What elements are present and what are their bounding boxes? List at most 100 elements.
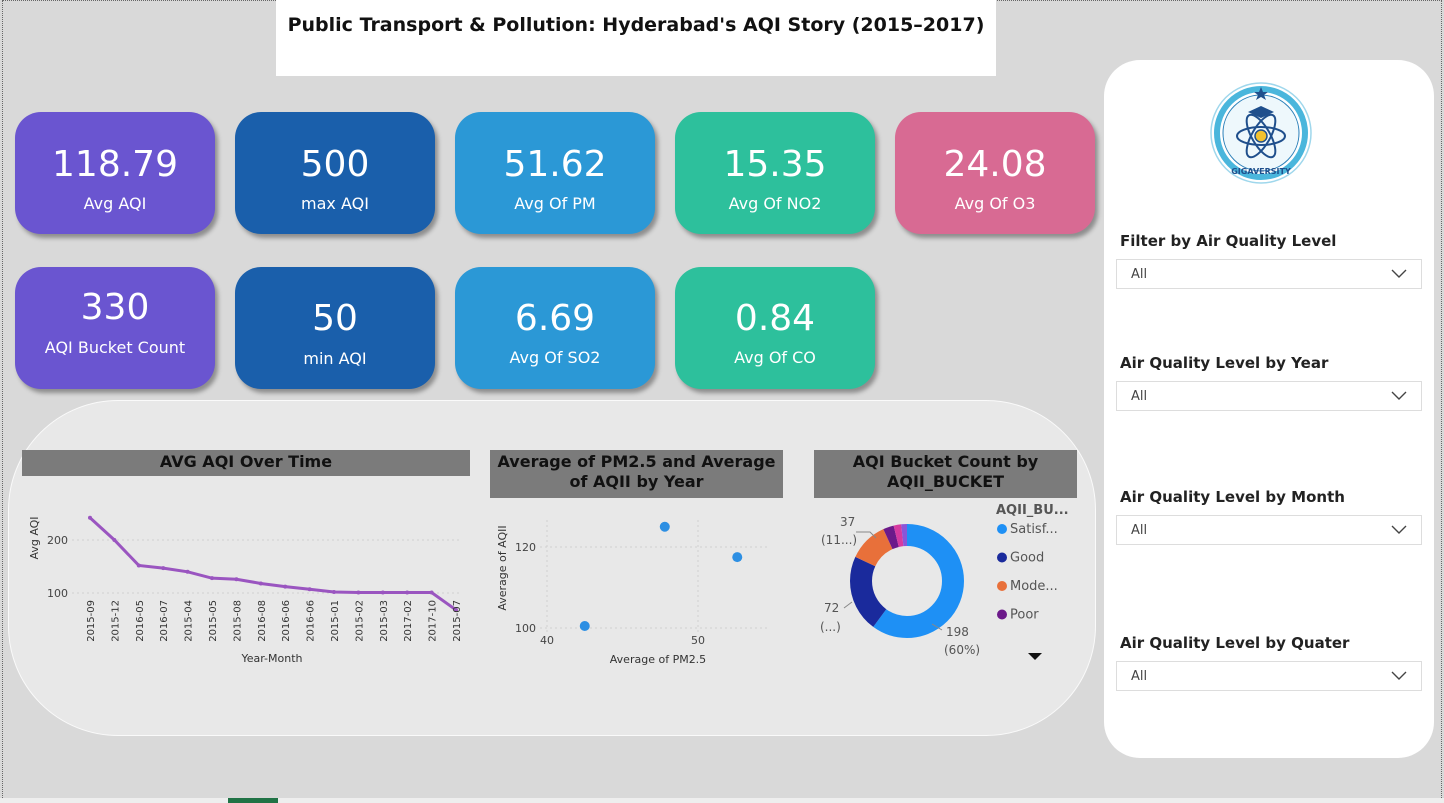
line-point[interactable] bbox=[356, 590, 361, 595]
line-point[interactable] bbox=[161, 566, 166, 571]
line-point[interactable] bbox=[454, 607, 458, 612]
line-xtick-label: 2017-10 bbox=[428, 600, 439, 642]
line-point[interactable] bbox=[405, 590, 410, 595]
line-xtick-label: 2016-06 bbox=[281, 600, 292, 642]
dropdown-air-quality-level[interactable]: All bbox=[1116, 259, 1422, 289]
donut-leader-198 bbox=[931, 623, 943, 631]
kpi-label: Avg Of PM bbox=[514, 194, 596, 213]
donut-legend-marker bbox=[997, 524, 1007, 534]
line-series-avg-aqi[interactable] bbox=[88, 516, 457, 612]
line-point[interactable] bbox=[88, 515, 92, 520]
scatter-chart-title: Average of PM2.5 and Average of AQII by … bbox=[490, 450, 783, 498]
kpi-card-max-aqi[interactable]: 500 max AQI bbox=[235, 112, 435, 234]
kpi-card-avg-pm[interactable]: 51.62 Avg Of PM bbox=[455, 112, 655, 234]
kpi-card-aqi-bucket-count[interactable]: 330 AQI Bucket Count bbox=[15, 267, 215, 389]
line-point[interactable] bbox=[136, 563, 141, 568]
line-point[interactable] bbox=[380, 590, 385, 595]
donut-label-72-pct: (...) bbox=[820, 620, 841, 634]
page-title: Public Transport & Pollution: Hyderabad'… bbox=[287, 14, 985, 36]
filter-label-air-quality-level: Filter by Air Quality Level bbox=[1120, 232, 1337, 250]
donut-legend-marker bbox=[997, 552, 1007, 563]
kpi-value: 15.35 bbox=[723, 144, 827, 185]
scatter-point[interactable] bbox=[732, 552, 743, 563]
donut-chart[interactable]: AQII_BU... Satisf... Good Mode... Poor 37 (… bbox=[810, 498, 1080, 678]
donut-slice[interactable] bbox=[850, 524, 964, 638]
chevron-down-icon bbox=[1391, 391, 1407, 400]
filter-label-by-quarter: Air Quality Level by Quater bbox=[1120, 634, 1350, 652]
donut-legend-item[interactable]: Mode... bbox=[1010, 579, 1058, 594]
dropdown-value: All bbox=[1131, 267, 1148, 282]
donut-slice[interactable] bbox=[850, 524, 964, 638]
kpi-card-min-aqi[interactable]: 50 min AQI bbox=[235, 267, 435, 389]
kpi-value: 118.79 bbox=[52, 144, 178, 185]
line-point[interactable] bbox=[185, 569, 190, 574]
kpi-label: Avg Of O3 bbox=[954, 194, 1036, 213]
kpi-card-avg-co[interactable]: 0.84 Avg Of CO bbox=[675, 267, 875, 389]
scatter-chart-ylabel: Average of AQII bbox=[496, 525, 509, 610]
donut-legend-item[interactable]: Good bbox=[1010, 551, 1044, 566]
donut-chart-title: AQI Bucket Count by AQII_BUCKET bbox=[814, 450, 1077, 498]
line-point[interactable] bbox=[429, 590, 434, 595]
line-point[interactable] bbox=[258, 581, 263, 586]
kpi-value: 0.84 bbox=[734, 298, 816, 339]
chevron-down-icon bbox=[1391, 525, 1407, 534]
title-box: Public Transport & Pollution: Hyderabad'… bbox=[276, 0, 996, 76]
donut-legend-title: AQII_BU... bbox=[996, 503, 1069, 518]
donut-legend-item[interactable]: Poor bbox=[1010, 608, 1039, 623]
kpi-card-avg-so2[interactable]: 6.69 Avg Of SO2 bbox=[455, 267, 655, 389]
kpi-label: Avg AQI bbox=[83, 194, 147, 213]
scatter-point[interactable] bbox=[579, 620, 590, 631]
donut-label-198: 198 bbox=[946, 625, 969, 639]
scatter-chart[interactable]: Average of AQII Average of PM2.5 100 120 4… bbox=[490, 500, 783, 680]
line-xtick-label: 2015-03 bbox=[379, 600, 390, 642]
kpi-card-avg-no2[interactable]: 15.35 Avg Of NO2 bbox=[675, 112, 875, 234]
kpi-card-avg-aqi[interactable]: 118.79 Avg AQI bbox=[15, 112, 215, 234]
kpi-value: 24.08 bbox=[943, 144, 1047, 185]
line-point[interactable] bbox=[332, 589, 336, 594]
kpi-value: 50 bbox=[312, 298, 358, 339]
filter-panel: GIGAVERSITY Filter by Air Quality Level … bbox=[1104, 60, 1434, 758]
line-xtick-label: 2016-07 bbox=[159, 600, 170, 642]
dropdown-value: All bbox=[1131, 669, 1148, 684]
donut-legend-marker bbox=[997, 581, 1007, 591]
gigaversity-logo: GIGAVERSITY bbox=[1210, 82, 1312, 184]
donut-legend-marker bbox=[997, 609, 1007, 620]
dropdown-by-quarter[interactable]: All bbox=[1116, 661, 1422, 691]
kpi-label: Avg Of SO2 bbox=[509, 348, 601, 367]
scatter-point[interactable] bbox=[659, 521, 670, 532]
dropdown-value: All bbox=[1131, 389, 1148, 404]
scatter-ytick-label: 120 bbox=[515, 541, 536, 554]
kpi-value: 6.69 bbox=[514, 298, 596, 339]
scatter-ytick-label: 100 bbox=[515, 622, 536, 635]
donut-label-72: 72 bbox=[824, 601, 839, 615]
line-chart-xlabel: Year-Month bbox=[240, 652, 302, 665]
page-tab-active[interactable] bbox=[228, 798, 278, 803]
line-ytick-label: 100 bbox=[47, 587, 68, 600]
page-tabs-strip bbox=[0, 798, 1444, 803]
dropdown-by-year[interactable]: All bbox=[1116, 381, 1422, 411]
logo-text: GIGAVERSITY bbox=[1231, 167, 1291, 176]
kpi-card-avg-o3[interactable]: 24.08 Avg Of O3 bbox=[895, 112, 1095, 234]
dropdown-value: All bbox=[1131, 523, 1148, 538]
dropdown-by-month[interactable]: All bbox=[1116, 515, 1422, 545]
line-point[interactable] bbox=[210, 576, 214, 581]
line-chart-title: AVG AQI Over Time bbox=[22, 450, 470, 476]
line-xtick-label: 2015-05 bbox=[208, 600, 219, 642]
line-point[interactable] bbox=[234, 577, 239, 582]
line-xtick-label: 2015-12 bbox=[110, 600, 121, 642]
kpi-label: AQI Bucket Count bbox=[44, 338, 186, 357]
kpi-label: Avg Of CO bbox=[734, 348, 816, 367]
line-point[interactable] bbox=[112, 538, 117, 542]
chevron-down-icon bbox=[1391, 671, 1407, 680]
line-chart[interactable]: Avg AQI Year-Month 100 200 2015-09 2015-12 2… bbox=[22, 478, 470, 678]
scatter-chart-xlabel: Average of PM2.5 bbox=[610, 653, 706, 666]
donut-label-37-pct: (11...) bbox=[821, 533, 857, 547]
kpi-label: Avg Of NO2 bbox=[728, 194, 822, 213]
donut-leader-37 bbox=[856, 531, 877, 539]
scatter-xtick-label: 40 bbox=[540, 634, 554, 647]
line-point[interactable] bbox=[307, 587, 312, 592]
donut-label-198-pct: (60%) bbox=[944, 643, 980, 657]
legend-scroll-down-icon[interactable] bbox=[1028, 653, 1042, 660]
donut-legend-item[interactable]: Satisf... bbox=[1010, 522, 1058, 537]
line-point[interactable] bbox=[283, 584, 288, 589]
